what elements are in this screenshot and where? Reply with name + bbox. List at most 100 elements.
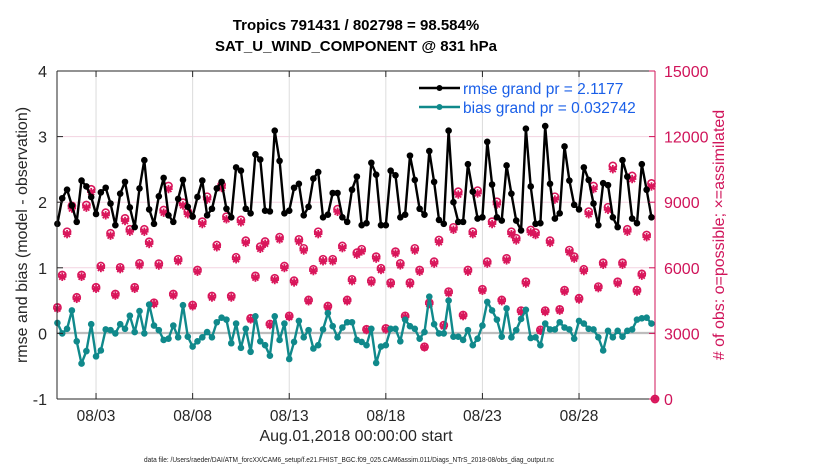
obs-assimilated-marker: [227, 293, 236, 302]
rmse-point: [189, 213, 196, 220]
bias-point: [522, 306, 530, 314]
y-tick-label-right: 3000: [664, 326, 700, 343]
rmse-point: [136, 185, 143, 192]
rmse-point: [314, 168, 322, 176]
rmse-point: [445, 127, 452, 134]
bias-point: [425, 293, 433, 300]
bias-point: [116, 320, 124, 328]
rmse-point: [276, 157, 283, 165]
bias-point: [392, 325, 399, 333]
obs-assimilated-marker: [347, 276, 357, 286]
rmse-point: [232, 164, 240, 171]
obs-assimilated-marker: [618, 260, 627, 269]
rmse-point: [126, 204, 134, 211]
obs-assimilated-marker: [541, 307, 550, 317]
rmse-point: [372, 171, 380, 178]
bias-point: [189, 343, 196, 350]
rmse-point: [184, 203, 192, 211]
rmse-point: [266, 208, 274, 215]
obs-assimilated-marker: [396, 261, 405, 270]
chart-title: Tropics 791431 / 802798 = 98.584%: [233, 17, 479, 34]
rmse-point: [493, 213, 501, 221]
rmse-point: [512, 217, 520, 224]
bias-point: [271, 313, 279, 320]
rmse-point: [595, 221, 602, 229]
rmse-point: [73, 218, 81, 226]
rmse-point: [63, 186, 71, 194]
bias-point: [126, 312, 134, 319]
rmse-point: [397, 213, 404, 221]
bias-point: [92, 353, 100, 360]
legend-bias-label: bias grand pr = 0.032742: [463, 100, 636, 117]
bias-point: [619, 333, 626, 340]
bias-point: [227, 339, 235, 347]
obs-assimilated-marker: [483, 259, 492, 268]
bias-point: [585, 325, 592, 333]
obs-assimilated-marker: [444, 288, 453, 298]
obs-assimilated-marker: [623, 227, 632, 236]
rmse-point: [348, 186, 356, 194]
rmse-point: [102, 184, 109, 192]
rmse-point: [252, 151, 259, 158]
obs-assimilated-marker: [207, 293, 217, 302]
rmse-point: [363, 219, 370, 227]
bias-point: [397, 337, 404, 345]
bias-point: [334, 334, 341, 341]
bias-point: [440, 330, 448, 337]
y-tick-label-left: 1: [38, 261, 47, 278]
bias-point: [416, 335, 423, 342]
obs-assimilated-marker: [256, 244, 265, 253]
rmse-point: [556, 210, 564, 217]
obs-assimilated-marker: [318, 257, 328, 266]
obs-assimilated-marker: [512, 236, 521, 245]
rmse-point: [310, 175, 317, 182]
rmse-point: [479, 213, 486, 221]
rmse-point: [203, 212, 211, 219]
obs-assimilated-marker: [555, 306, 564, 315]
obs-assimilated-marker: [468, 229, 477, 239]
obs-assimilated-marker: [478, 286, 487, 295]
rmse-point: [213, 185, 221, 192]
rmse-point: [198, 177, 206, 184]
bias-point: [488, 307, 496, 314]
y-axis-label-right: # of obs: o=possible; ×=assimilated: [711, 110, 728, 360]
rmse-point: [483, 138, 491, 146]
rmse-point: [179, 176, 187, 184]
bias-point: [213, 318, 221, 326]
rmse-point: [87, 193, 95, 201]
rmse-point: [295, 180, 303, 188]
obs-assimilated-marker: [454, 190, 463, 199]
rmse-point: [194, 193, 201, 201]
bias-point: [145, 301, 153, 308]
bias-point: [604, 327, 612, 335]
obs-assimilated-marker: [260, 239, 270, 248]
rmse-point: [498, 217, 506, 224]
bias-point: [493, 316, 501, 323]
rmse-point: [638, 160, 646, 168]
obs-assimilated-marker: [560, 287, 569, 296]
rmse-point: [112, 221, 119, 229]
obs-assimilated-marker: [598, 260, 608, 269]
rmse-point: [392, 172, 399, 179]
obs-assimilated-marker: [565, 248, 574, 257]
bias-point: [575, 317, 583, 325]
bias-point: [387, 325, 394, 333]
obs-assimilated-marker: [289, 278, 299, 287]
bias-point: [237, 344, 245, 352]
bias-point: [121, 325, 129, 333]
bias-point: [314, 341, 322, 349]
bias-point: [319, 326, 327, 333]
bias-point: [285, 355, 293, 363]
obs-assimilated-marker: [82, 203, 91, 212]
rmse-point: [585, 176, 592, 184]
bias-point: [648, 320, 655, 327]
bias-point: [184, 333, 192, 340]
bias-point: [150, 322, 158, 329]
rmse-point: [324, 211, 332, 218]
bias-point: [247, 348, 254, 356]
rmse-point: [170, 218, 177, 226]
rmse-point: [368, 159, 375, 167]
obs-assimilated-marker: [270, 275, 279, 285]
obs-assimilated-marker: [154, 261, 164, 270]
obs-assimilated-marker: [62, 229, 72, 239]
